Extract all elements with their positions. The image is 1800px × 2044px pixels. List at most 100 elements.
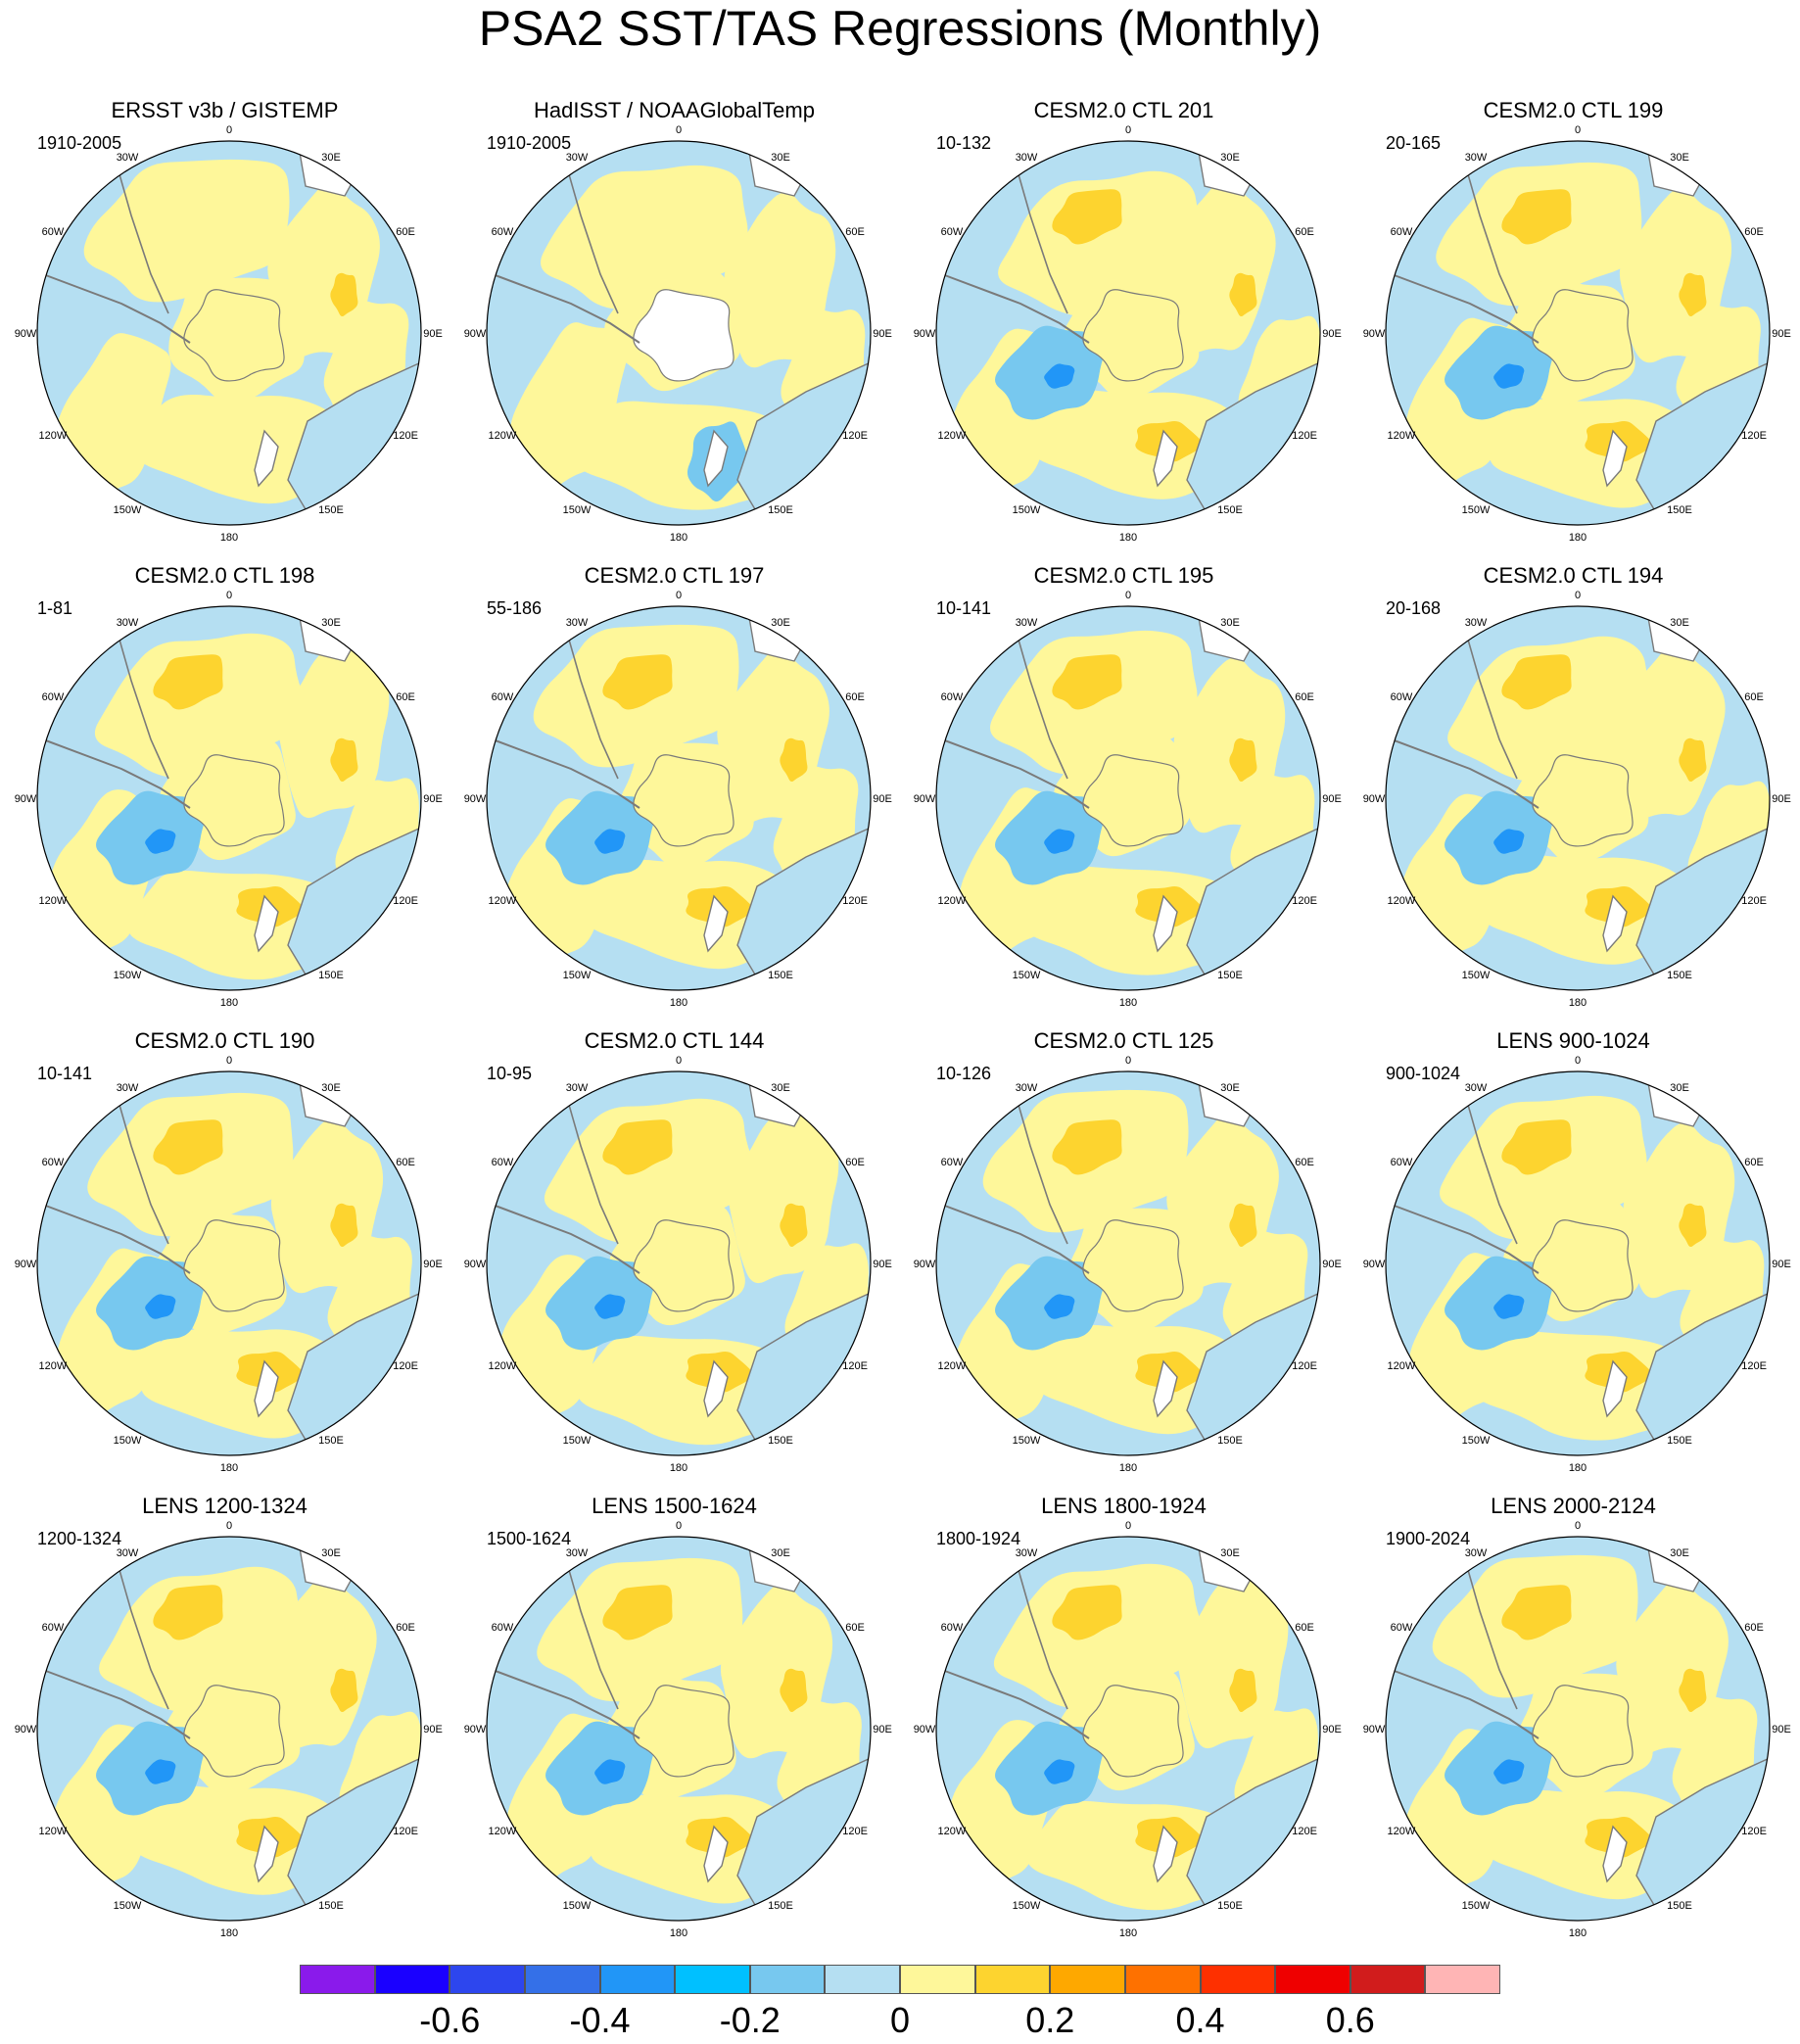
south-america-coastline [1391,1204,1539,1274]
longitude-label: 60E [1295,691,1314,703]
negative-region-strong [1044,363,1075,389]
map-panel: LENS 1500-1624 0 30E 60E 90E 120E 150E 180 150W 1… [450,1494,899,1958]
positive-region [717,648,829,824]
negative-region-strong [594,1294,626,1319]
panel-title: CESM2.0 CTL 199 [1483,98,1664,122]
positive-region [278,642,390,819]
longitude-label: 120E [842,430,868,442]
longitude-label: 90E [423,1259,443,1270]
positive-region-strong [1229,737,1257,783]
new-zealand-coastline [703,1825,729,1883]
longitude-label: 30W [566,617,589,629]
positive-region [267,183,380,358]
positive-region-strong [1229,1203,1257,1248]
longitude-label: 30W [1465,152,1488,164]
longitude-label: 120E [393,1826,418,1837]
longitude-label: 30E [1670,617,1689,629]
south-america-coastline [1391,1669,1539,1739]
longitude-label: 120W [938,1826,967,1837]
south-america-coastline [1010,1076,1068,1245]
longitude-label: 180 [1119,1462,1137,1474]
longitude-label: 150E [318,1435,344,1447]
longitude-label: 120E [1292,1360,1317,1372]
longitude-label: 30W [1465,1082,1488,1094]
south-america-coastline [560,611,619,780]
south-america-coastline [111,1542,169,1710]
longitude-label: 30E [321,617,341,629]
colorbar-label: -0.4 [569,2000,631,2040]
colorbar-swatch [749,1965,826,1994]
panel-title: CESM2.0 CTL 144 [584,1028,765,1053]
colorbar-swatch [1200,1965,1276,1994]
longitude-label: 0 [1575,1055,1581,1067]
longitude-label: 180 [220,1462,238,1474]
map-border [36,140,422,526]
colorbar-swatch [450,1965,525,1994]
map-border [935,140,1321,526]
longitude-label: 30W [1016,1547,1038,1559]
south-america-coastline [560,146,619,314]
longitude-label: 90E [1772,1259,1791,1270]
positive-region-strong [1679,1203,1707,1248]
longitude-label: 120E [1292,895,1317,907]
longitude-label: 60W [42,226,65,238]
longitude-label: 150W [114,504,142,516]
positive-region-strong [1501,1119,1572,1175]
longitude-label: 150E [768,504,793,516]
colorbar-label: -0.2 [719,2000,781,2040]
longitude-label: 30E [771,152,790,164]
colorbar-label: 0.6 [1325,2000,1375,2040]
colorbar-swatch [1050,1965,1125,1994]
positive-region-strong [1229,1668,1257,1713]
positive-region-strong [330,1203,358,1248]
new-zealand-coastline [254,894,279,953]
longitude-label: 180 [1569,1927,1587,1939]
antarctica-coastline [633,1219,734,1312]
longitude-label: 30E [1670,1547,1689,1559]
antarctica-coastline [633,1685,734,1778]
longitude-label: 150W [563,970,592,981]
longitude-label: 30W [117,152,139,164]
south-america-coastline [1010,146,1068,314]
longitude-label: 150W [1462,504,1491,516]
negative-region-strong [1493,829,1525,854]
colorbar-swatch [675,1965,750,1994]
panel-title: LENS 900-1024 [1496,1028,1650,1053]
positive-region-strong [1679,737,1707,783]
longitude-label: 30W [117,617,139,629]
longitude-label: 180 [670,532,687,544]
longitude-label: 150E [1667,504,1692,516]
positive-region-strong [1501,189,1572,245]
polar-map: 0 30E 60E 90E 120E 150E 180 150W 120W 90W 60W 30W [15,1055,443,1474]
positive-region-strong [153,654,223,710]
longitude-label: 60W [42,691,65,703]
longitude-label: 150W [114,1435,142,1447]
positive-region-strong [780,737,808,783]
longitude-label: 30W [117,1082,139,1094]
longitude-label: 90E [1322,1259,1342,1270]
antarctica-coastline [1082,1685,1184,1778]
longitude-label: 120W [1388,1826,1416,1837]
longitude-label: 0 [1125,1055,1131,1067]
negative-region-strong [1044,1759,1075,1784]
positive-region-strong [1052,189,1122,245]
negative-region-strong [1493,1294,1525,1319]
longitude-label: 150E [1667,1900,1692,1912]
positive-region-strong [602,1119,673,1175]
colorbar-label: 0 [889,2000,911,2040]
longitude-label: 180 [1569,1462,1587,1474]
map-panel: LENS 900-1024 0 30E 60E 90E 120E 150E 180 150W 12… [1349,1028,1798,1493]
panel-period: 20-168 [1386,598,1442,618]
longitude-label: 0 [226,590,232,601]
panel-title: LENS 2000-2124 [1491,1494,1656,1518]
map-border [36,1536,422,1922]
figure-title: PSA2 SST/TAS Regressions (Monthly) [478,1,1322,56]
longitude-label: 180 [1569,997,1587,1009]
longitude-label: 90W [1363,1724,1386,1735]
longitude-label: 150E [1217,970,1243,981]
longitude-label: 60E [1744,1622,1764,1634]
positive-region-strong [330,737,358,783]
longitude-label: 150E [318,970,344,981]
colorbar-swatch [974,1965,1051,1994]
longitude-label: 120E [393,895,418,907]
